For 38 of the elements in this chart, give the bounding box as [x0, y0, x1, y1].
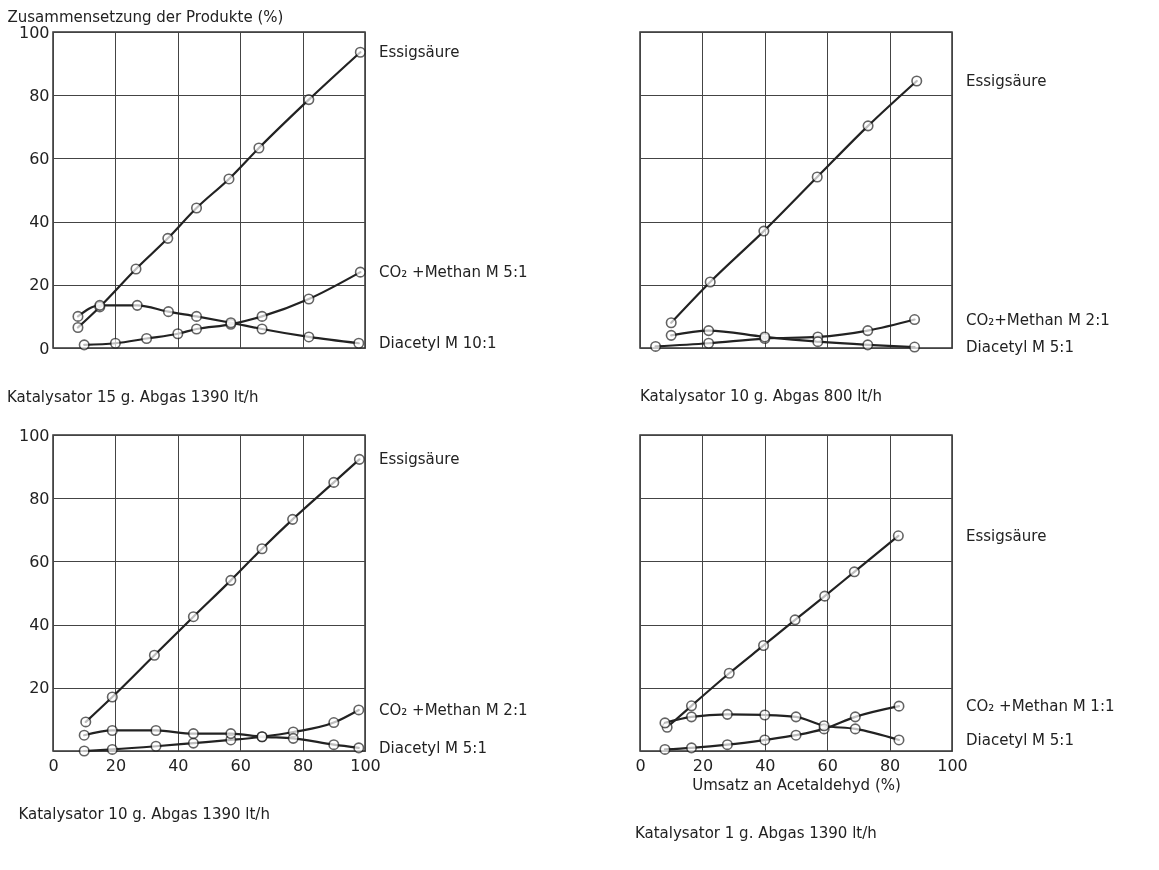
- x-tick-label: 0: [635, 755, 646, 775]
- text: Essigsäure: [966, 71, 1047, 90]
- text: Katalysator 10 g. Abgas 800 lt/h: [640, 387, 882, 406]
- x-tick-label: 80: [292, 755, 314, 775]
- x-tick-label: 20: [105, 755, 127, 775]
- series-label: Diacetyl M 10:1: [379, 334, 497, 353]
- x-tick-label: 100: [937, 755, 968, 775]
- series-label: Diacetyl M 5:1: [379, 738, 487, 757]
- y-tick-label: 40: [29, 615, 50, 635]
- series-label: CO₂ +Methan M 5:1: [379, 263, 528, 282]
- x-tick-label: 60: [230, 755, 251, 775]
- text: Diacetyl M 5:1: [966, 338, 1074, 357]
- x-axis-title: Umsatz an Acetaldehyd (%): [692, 775, 901, 794]
- y-tick-label: 60: [29, 551, 50, 571]
- x-tick-label: 80: [879, 755, 901, 775]
- y-tick-label: 40: [29, 212, 50, 232]
- y-tick-label: 100: [18, 425, 50, 445]
- y-tick-label: 0: [39, 338, 50, 358]
- y-tick-label: 80: [29, 488, 50, 508]
- text: Katalysator 1 g. Abgas 1390 lt/h: [634, 824, 877, 842]
- y-tick-label: 20: [29, 678, 50, 698]
- x-tick-label: 60: [817, 755, 838, 775]
- series-label: CO₂ +Methan M 2:1: [379, 700, 528, 719]
- x-tick-label: 40: [755, 755, 776, 775]
- x-tick-label: 40: [168, 755, 189, 775]
- y-tick-label: 80: [29, 85, 50, 105]
- text: CO₂ +Methan M 1:1: [966, 697, 1115, 716]
- y-tick-label: 60: [29, 148, 50, 168]
- x-tick-label: 100: [350, 755, 381, 775]
- text: Essigsäure: [966, 526, 1047, 545]
- text: CO₂+Methan M 2:1: [966, 310, 1110, 329]
- text: Katalysator 10 g. Abgas 1390 lt/h: [18, 805, 270, 823]
- x-tick-label: 20: [692, 755, 714, 775]
- text: Diacetyl M 5:1: [966, 730, 1074, 749]
- text: Katalysator 15 g. Abgas 1390 lt/h: [7, 388, 259, 406]
- series-label: Essigsäure: [379, 43, 460, 62]
- series-label: Essigsäure: [379, 450, 460, 469]
- y-tick-label: 20: [29, 275, 50, 295]
